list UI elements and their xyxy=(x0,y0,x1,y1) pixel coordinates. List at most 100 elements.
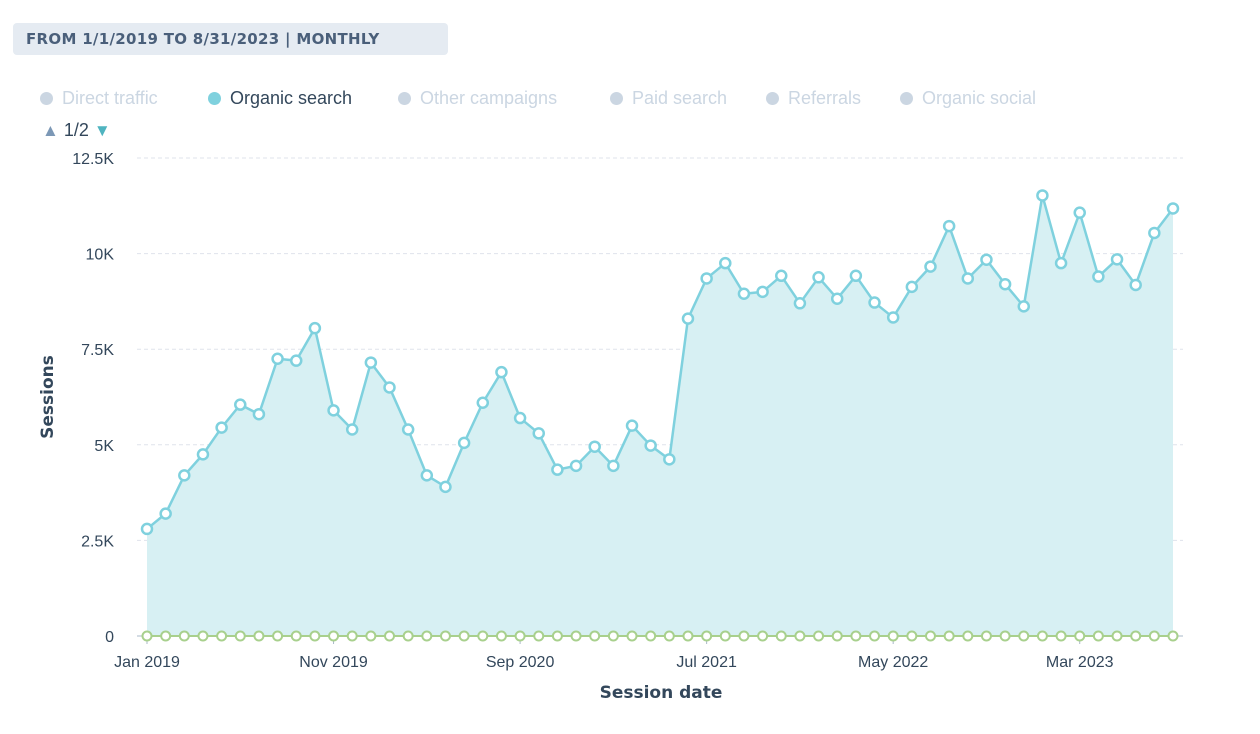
baseline-point[interactable] xyxy=(682,630,694,642)
baseline-point[interactable] xyxy=(178,630,190,642)
legend-item-organic-social[interactable]: Organic social xyxy=(900,88,1036,109)
baseline-point[interactable] xyxy=(738,630,750,642)
organic-search-point[interactable] xyxy=(345,423,359,436)
baseline-point[interactable] xyxy=(1092,630,1104,642)
baseline-point[interactable] xyxy=(216,630,228,642)
organic-search-point[interactable] xyxy=(439,480,452,494)
baseline-point[interactable] xyxy=(514,630,526,642)
organic-search-point[interactable] xyxy=(252,407,266,421)
legend-item-direct-traffic[interactable]: Direct traffic xyxy=(40,88,158,109)
organic-search-point[interactable] xyxy=(830,292,844,305)
baseline-point[interactable] xyxy=(719,630,731,642)
organic-search-point[interactable] xyxy=(1129,278,1142,292)
organic-search-point[interactable] xyxy=(215,421,228,434)
organic-search-point[interactable] xyxy=(476,396,490,409)
baseline-point[interactable] xyxy=(906,630,918,642)
organic-search-point[interactable] xyxy=(1148,226,1161,240)
organic-search-point[interactable] xyxy=(961,272,975,285)
organic-search-point[interactable] xyxy=(775,269,788,283)
baseline-point[interactable] xyxy=(701,630,713,642)
organic-search-point[interactable] xyxy=(1073,206,1086,219)
organic-search-point[interactable] xyxy=(495,365,508,379)
organic-search-point[interactable] xyxy=(289,354,303,367)
baseline-point[interactable] xyxy=(1074,630,1086,642)
organic-search-point[interactable] xyxy=(234,398,247,411)
baseline-point[interactable] xyxy=(1018,630,1030,642)
organic-search-point[interactable] xyxy=(551,463,564,476)
organic-search-point[interactable] xyxy=(1036,189,1049,202)
baseline-point[interactable] xyxy=(794,630,806,642)
legend-item-organic-search[interactable]: Organic search xyxy=(208,88,352,109)
organic-search-point[interactable] xyxy=(588,440,601,453)
organic-search-point[interactable] xyxy=(1017,300,1031,313)
organic-search-point[interactable] xyxy=(1110,253,1124,266)
baseline-point[interactable] xyxy=(290,630,302,642)
baseline-point[interactable] xyxy=(1036,630,1048,642)
legend-page-up-icon[interactable]: ▲ xyxy=(42,120,59,140)
legend-item-referrals[interactable]: Referrals xyxy=(766,88,861,109)
organic-search-point[interactable] xyxy=(383,381,396,394)
organic-search-point[interactable] xyxy=(1054,256,1068,270)
baseline-point[interactable] xyxy=(1055,630,1067,642)
baseline-point[interactable] xyxy=(346,630,358,642)
baseline-point[interactable] xyxy=(980,630,992,642)
organic-search-point[interactable] xyxy=(457,436,471,450)
organic-search-point[interactable] xyxy=(1166,202,1180,215)
organic-search-point[interactable] xyxy=(532,427,545,440)
legend-item-other-campaigns[interactable]: Other campaigns xyxy=(398,88,557,109)
baseline-point[interactable] xyxy=(607,630,619,642)
baseline-point[interactable] xyxy=(197,630,209,642)
baseline-point[interactable] xyxy=(384,630,396,642)
baseline-point[interactable] xyxy=(141,630,153,642)
organic-search-point[interactable] xyxy=(644,439,657,452)
baseline-point[interactable] xyxy=(309,630,321,642)
legend-page-down-icon[interactable]: ▼ xyxy=(93,120,111,140)
organic-search-point[interactable] xyxy=(868,296,881,309)
organic-search-point[interactable] xyxy=(905,280,919,294)
organic-search-point[interactable] xyxy=(327,404,340,417)
legend-item-paid-search[interactable]: Paid search xyxy=(610,88,727,109)
organic-search-point[interactable] xyxy=(756,285,769,299)
organic-search-point[interactable] xyxy=(663,453,676,466)
baseline-point[interactable] xyxy=(1111,630,1123,642)
baseline-point[interactable] xyxy=(962,630,974,642)
organic-search-point[interactable] xyxy=(569,459,583,473)
organic-search-point[interactable] xyxy=(607,459,620,473)
organic-search-point[interactable] xyxy=(178,469,191,482)
baseline-point[interactable] xyxy=(570,630,582,642)
organic-search-point[interactable] xyxy=(196,448,210,461)
baseline-point[interactable] xyxy=(775,630,787,642)
baseline-point[interactable] xyxy=(869,630,881,642)
organic-search-point[interactable] xyxy=(998,277,1012,291)
organic-search-point[interactable] xyxy=(942,219,956,233)
organic-search-point[interactable] xyxy=(812,271,825,284)
organic-search-point[interactable] xyxy=(886,311,900,324)
organic-search-point[interactable] xyxy=(681,312,695,325)
baseline-point[interactable] xyxy=(831,630,843,642)
baseline-point[interactable] xyxy=(1148,630,1160,642)
organic-search-point[interactable] xyxy=(625,419,639,432)
organic-search-point[interactable] xyxy=(159,507,172,520)
organic-search-point[interactable] xyxy=(700,272,713,285)
organic-search-point[interactable] xyxy=(140,522,154,536)
organic-search-point[interactable] xyxy=(364,356,378,369)
baseline-point[interactable] xyxy=(850,630,862,642)
organic-search-point[interactable] xyxy=(719,256,732,270)
baseline-point[interactable] xyxy=(1167,630,1179,642)
baseline-point[interactable] xyxy=(645,630,657,642)
baseline-point[interactable] xyxy=(272,630,284,642)
baseline-point[interactable] xyxy=(757,630,769,642)
baseline-point[interactable] xyxy=(533,630,545,642)
baseline-point[interactable] xyxy=(234,630,246,642)
baseline-point[interactable] xyxy=(887,630,899,642)
baseline-point[interactable] xyxy=(813,630,825,642)
baseline-point[interactable] xyxy=(943,630,955,642)
organic-search-point[interactable] xyxy=(308,321,322,335)
organic-search-point[interactable] xyxy=(793,297,807,310)
baseline-point[interactable] xyxy=(589,630,601,642)
organic-search-point[interactable] xyxy=(849,269,863,283)
baseline-point[interactable] xyxy=(160,630,172,642)
baseline-point[interactable] xyxy=(1130,630,1142,642)
organic-search-point[interactable] xyxy=(924,260,937,273)
baseline-point[interactable] xyxy=(458,630,470,642)
